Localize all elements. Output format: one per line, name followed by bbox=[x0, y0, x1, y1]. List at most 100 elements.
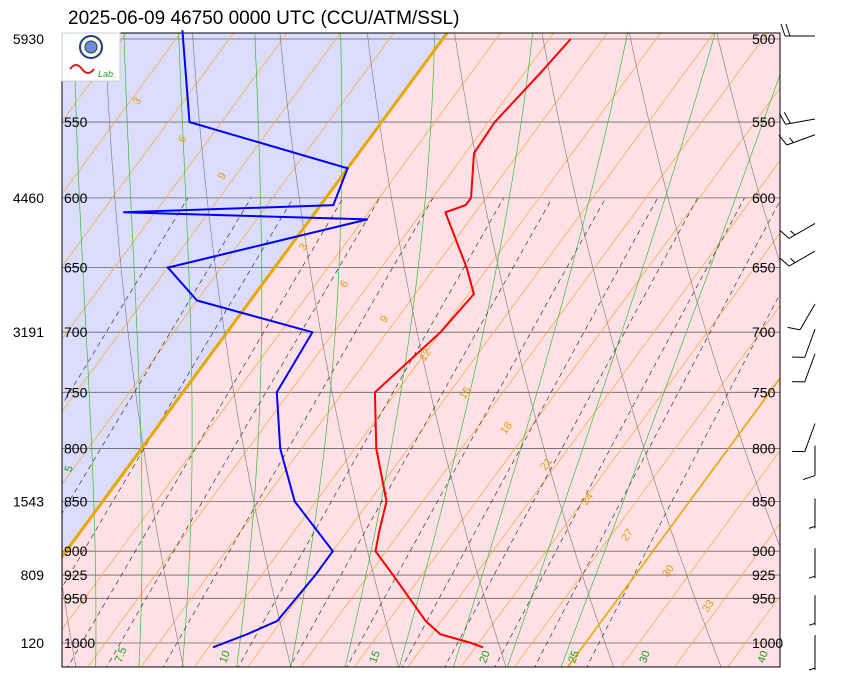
theta-label: 15 bbox=[367, 649, 382, 665]
height-label: 3191 bbox=[13, 324, 44, 340]
theta-label: 25 bbox=[566, 649, 581, 665]
mixing-ratio-label: 3 bbox=[297, 241, 310, 253]
pressure-label-right: 600 bbox=[752, 190, 776, 206]
chart-title: 2025-06-09 46750 0000 UTC (CCU/ATM/SSL) bbox=[68, 8, 459, 29]
mixing-ratio-line bbox=[162, 197, 434, 667]
dry-adiabat bbox=[192, 33, 292, 667]
theta-label: 7.5 bbox=[113, 646, 130, 664]
lab-logo: Lab. bbox=[61, 32, 121, 82]
pressure-label-right: 550 bbox=[752, 114, 776, 130]
pressure-label-left: 1000 bbox=[64, 635, 95, 651]
mixing-ratio-label: 9 bbox=[378, 313, 391, 325]
pressure-label-left: 900 bbox=[64, 543, 88, 559]
dry-adiabat bbox=[716, 33, 780, 264]
wind-barb-flag bbox=[778, 134, 788, 146]
mixing-ratio-label: 6 bbox=[338, 278, 351, 290]
pressure-label-right: 850 bbox=[752, 493, 776, 509]
moist-adiabat bbox=[123, 33, 143, 667]
dry-adiabat bbox=[454, 33, 614, 667]
wind-barb-half bbox=[789, 137, 794, 143]
isotherm bbox=[620, 450, 780, 667]
theta-label: 5 bbox=[62, 464, 75, 474]
dry-adiabat bbox=[787, 0, 850, 686]
height-label: 120 bbox=[21, 635, 45, 651]
wind-barb-flag bbox=[780, 23, 786, 37]
pressure-label-left: 600 bbox=[64, 190, 88, 206]
height-label: 1543 bbox=[13, 493, 44, 509]
moist-adiabat bbox=[73, 33, 97, 667]
pressure-label-left: 925 bbox=[64, 567, 88, 583]
theta-label: 30 bbox=[637, 649, 652, 665]
height-label: 5930 bbox=[13, 31, 44, 47]
mixing-ratio-line bbox=[62, 197, 294, 589]
wind-barb-flag bbox=[779, 257, 790, 267]
moist-adiabat bbox=[398, 33, 533, 667]
moist-adiabat bbox=[506, 33, 716, 667]
pressure-label-right: 925 bbox=[752, 567, 776, 583]
dry-adiabat bbox=[629, 33, 780, 548]
mixing-ratio-label: 27 bbox=[619, 527, 636, 544]
mixing-ratio-label: 15 bbox=[457, 385, 474, 402]
dry-adiabat bbox=[279, 33, 399, 667]
mixing-ratio-line bbox=[106, 197, 381, 667]
mixing-ratio-line bbox=[444, 197, 699, 667]
pressure-label-left: 950 bbox=[64, 590, 88, 606]
mixing-ratio-line bbox=[289, 197, 553, 667]
pressure-label-right: 950 bbox=[752, 590, 776, 606]
pressure-label-left: 800 bbox=[64, 441, 88, 457]
pressure-label-right: 700 bbox=[752, 324, 776, 340]
mixing-ratio-label: 12 bbox=[417, 347, 434, 364]
isotherm bbox=[140, 33, 608, 667]
pressure-label-left: 550 bbox=[64, 114, 88, 130]
height-label: 4460 bbox=[13, 190, 44, 206]
wind-barb-half bbox=[790, 258, 796, 263]
moist-adiabat bbox=[344, 33, 436, 667]
wind-barb-staff bbox=[804, 423, 816, 452]
wind-barb-half bbox=[808, 525, 816, 529]
mixing-ratio-label: 21 bbox=[538, 456, 555, 473]
mixing-ratio-label: 30 bbox=[660, 563, 677, 580]
temperature-line bbox=[373, 38, 572, 649]
pressure-label-right: 500 bbox=[752, 31, 776, 47]
pressure-label-right: 650 bbox=[752, 260, 776, 276]
mixing-ratio-label: 9 bbox=[216, 170, 229, 182]
mixing-ratio-line bbox=[67, 197, 344, 667]
wind-barb-staff bbox=[804, 329, 816, 358]
mixing-ratio-line bbox=[237, 197, 505, 667]
isotherm bbox=[62, 33, 395, 485]
wind-barb-flag bbox=[779, 229, 790, 239]
isotherm bbox=[460, 232, 780, 667]
height-label: 809 bbox=[21, 567, 45, 583]
wind-barb-flag bbox=[785, 23, 791, 37]
wind-barb-staff bbox=[799, 303, 816, 331]
theta-label: 20 bbox=[477, 649, 492, 665]
wind-barb-staff bbox=[788, 223, 816, 239]
isotherm bbox=[353, 87, 780, 667]
mixing-ratio-label: 6 bbox=[176, 133, 189, 145]
isotherm bbox=[62, 33, 181, 195]
dewpoint-line bbox=[123, 30, 368, 649]
dry-adiabat bbox=[541, 33, 722, 667]
pressure-label-left: 700 bbox=[64, 324, 88, 340]
theta-label: 40 bbox=[755, 649, 770, 665]
wind-barb-flag bbox=[778, 112, 786, 125]
mixing-ratio-line bbox=[494, 197, 745, 667]
pressure-label-right: 1000 bbox=[752, 635, 783, 651]
dry-adiabat bbox=[104, 33, 184, 667]
mixing-ratio-label: 24 bbox=[579, 491, 596, 508]
isotherm bbox=[87, 33, 555, 667]
moist-adiabat bbox=[236, 33, 263, 667]
wind-barb-flag bbox=[783, 112, 791, 124]
wind-barb-staff bbox=[804, 353, 816, 383]
wind-barb-half bbox=[808, 667, 816, 671]
mixing-ratio-label: 18 bbox=[498, 420, 515, 437]
moist-adiabat bbox=[178, 33, 193, 667]
wind-barb-half bbox=[808, 622, 816, 626]
logo-text: Lab. bbox=[98, 69, 116, 79]
mixing-ratio-line bbox=[534, 200, 780, 667]
pressure-label-left: 850 bbox=[64, 493, 88, 509]
pressure-label-right: 750 bbox=[752, 384, 776, 400]
wind-barb-staff bbox=[788, 250, 816, 267]
